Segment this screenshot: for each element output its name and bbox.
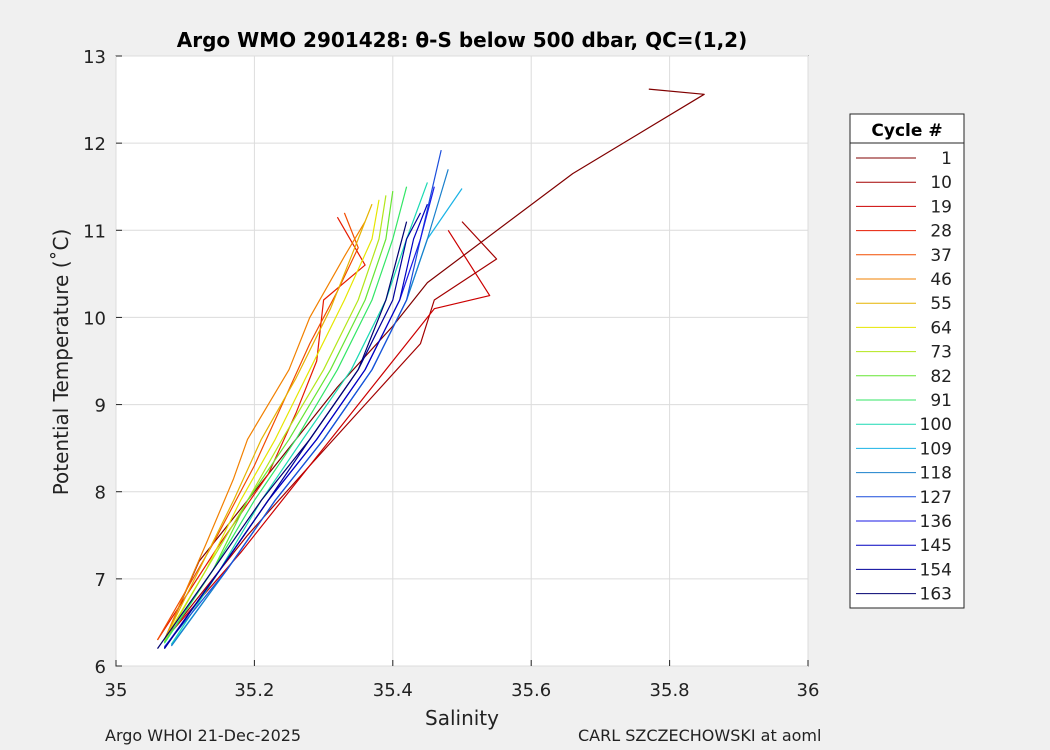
legend-label: 91 [930, 391, 952, 411]
data-series-line [163, 149, 442, 648]
y-tick-label: 12 [83, 134, 106, 155]
data-series-line [157, 221, 408, 649]
data-series-line [163, 191, 394, 643]
data-series-line [170, 221, 498, 632]
data-series-group [156, 88, 705, 649]
x-tick-label: 35.6 [511, 680, 551, 701]
legend-label: 82 [930, 367, 952, 387]
x-tick-label: 35.8 [650, 680, 690, 701]
grid-lines [115, 55, 809, 667]
x-tick-label: 35 [105, 680, 128, 701]
y-tick-label: 8 [95, 483, 106, 504]
legend-label: 73 [930, 343, 952, 363]
legend-label: 64 [930, 318, 952, 338]
legend-label: 37 [930, 246, 952, 266]
legend-label: 10 [930, 173, 952, 193]
legend-label: 1 [941, 149, 952, 169]
plot-area [115, 55, 809, 667]
data-series-line [170, 182, 428, 645]
legend-label: 28 [930, 222, 952, 242]
data-series-line [163, 203, 373, 641]
x-axis-ticks: 35 35.2 35.4 35.6 35.8 36 [105, 660, 820, 701]
y-tick-label: 13 [83, 47, 106, 68]
y-tick-label: 10 [83, 308, 106, 329]
x-tick-label: 35.2 [234, 680, 274, 701]
y-tick-label: 7 [95, 570, 106, 591]
legend-label: 46 [930, 270, 952, 290]
legend-label: 55 [930, 294, 952, 314]
data-series-line [163, 221, 366, 641]
legend-label: 127 [920, 488, 952, 508]
footer-left-credit: Argo WHOI 21-Dec-2025 [105, 726, 302, 745]
data-series-line [163, 186, 408, 644]
legend-label: 163 [920, 585, 952, 605]
legend-label: 118 [920, 464, 952, 484]
y-tick-label: 6 [95, 657, 106, 678]
legend: Cycle # 1 10 19 28 37 46 55 64 73 82 91 100 109 118 12… [849, 113, 965, 609]
data-series-line [156, 212, 359, 641]
x-tick-label: 36 [797, 680, 820, 701]
legend-label: 109 [920, 439, 952, 459]
chart-title: Argo WMO 2901428: θ-S below 500 dbar, QC… [177, 28, 747, 52]
legend-label: 154 [920, 560, 952, 580]
legend-box [849, 113, 965, 609]
legend-label: 100 [920, 415, 952, 435]
legend-title: Cycle # [871, 121, 942, 141]
data-series-line [163, 88, 705, 641]
data-series-line [163, 195, 387, 642]
x-tick-label: 35.4 [373, 680, 413, 701]
legend-label: 136 [920, 512, 952, 532]
data-series-line [163, 199, 380, 641]
legend-label: 145 [920, 536, 952, 556]
legend-label: 19 [930, 197, 952, 217]
data-series-line [163, 229, 491, 641]
y-tick-label: 11 [83, 221, 106, 242]
y-tick-label: 9 [95, 396, 106, 417]
y-axis-label: Potential Temperature (˚C) [49, 229, 73, 496]
x-axis-label: Salinity [425, 706, 499, 730]
legend-entries: 1 10 19 28 37 46 55 64 73 82 91 100 109 118 127 136 145 1… [856, 149, 952, 605]
footer-right-credit: CARL SZCZECHOWSKI at aoml [578, 726, 822, 745]
y-axis-ticks: 6 7 8 9 10 11 12 13 [83, 47, 122, 678]
